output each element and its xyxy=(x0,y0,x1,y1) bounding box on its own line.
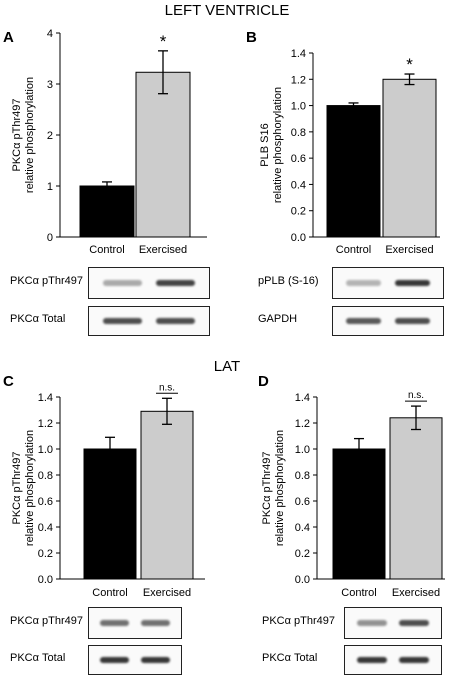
y-tick-label-a-0: 0 xyxy=(47,232,53,244)
y-tick-label-c-0: 0.0 xyxy=(38,574,53,586)
y-tick-label-c-6: 1.2 xyxy=(38,418,53,430)
y-tick-label-c-2: 0.4 xyxy=(38,522,53,534)
panel-letter-d: D xyxy=(258,373,269,390)
y-axis-label-b-0: PLB S16 xyxy=(259,123,271,166)
y-tick-label-d-5: 1.0 xyxy=(295,444,310,456)
y-axis-label-d-1: relative phosphorylation xyxy=(274,430,286,546)
category-label-a-0: Control xyxy=(89,244,124,256)
blot-strip-b-1 xyxy=(332,267,444,299)
category-label-b-0: Control xyxy=(336,244,371,256)
category-label-c-1: Exercised xyxy=(143,587,191,599)
blot-strip-c-1 xyxy=(88,607,182,639)
bar-c-exercised xyxy=(140,410,194,580)
category-label-d-1: Exercised xyxy=(392,587,440,599)
blot-label-b-phospho: pPLB (S-16) xyxy=(258,275,319,287)
blot-band xyxy=(103,318,142,324)
category-label-d-0: Control xyxy=(341,587,376,599)
blot-band xyxy=(103,280,142,286)
bar-d-control xyxy=(332,448,386,580)
blot-label-a-phospho: PKCα pThr497 xyxy=(10,275,84,287)
blot-strip-a-2 xyxy=(88,306,210,336)
y-tick-label-c-7: 1.4 xyxy=(38,392,53,404)
significance-label-d: n.s. xyxy=(408,390,424,401)
bar-c-control xyxy=(83,448,137,580)
blot-band xyxy=(356,657,388,663)
blot-band xyxy=(140,657,170,663)
y-axis-label-c-1: relative phosphorylation xyxy=(24,430,36,546)
y-tick-label-d-3: 0.6 xyxy=(295,496,310,508)
blot-band xyxy=(394,280,430,286)
blot-band xyxy=(140,620,170,626)
blot-band xyxy=(398,620,430,626)
blot-strip-d-1 xyxy=(344,607,442,639)
blot-band xyxy=(100,657,130,663)
bar-d-exercised xyxy=(389,417,443,580)
blot-band xyxy=(156,280,195,286)
category-label-a-1: Exercised xyxy=(139,244,187,256)
y-tick-label-d-1: 0.2 xyxy=(295,548,310,560)
y-tick-label-b-4: 0.8 xyxy=(291,127,306,139)
blot-strip-d-2 xyxy=(344,645,442,675)
y-tick-label-b-5: 1.0 xyxy=(291,101,306,113)
y-tick-label-b-2: 0.4 xyxy=(291,179,306,191)
blot-band xyxy=(100,620,130,626)
blot-strip-b-2 xyxy=(332,306,444,336)
blot-label-c-total: PKCα Total xyxy=(10,652,66,664)
y-tick-label-c-1: 0.2 xyxy=(38,548,53,560)
blot-band xyxy=(346,318,382,324)
section-title-lat: LAT xyxy=(213,358,241,375)
y-axis-label-c-0: PKCα pThr497 xyxy=(11,451,23,524)
panel-letter-b: B xyxy=(246,29,257,46)
blot-strip-c-2 xyxy=(88,645,182,675)
y-tick-label-c-3: 0.6 xyxy=(38,496,53,508)
y-tick-label-a-4: 4 xyxy=(47,28,53,40)
y-tick-label-b-3: 0.6 xyxy=(291,153,306,165)
y-tick-label-d-0: 0.0 xyxy=(295,574,310,586)
y-tick-label-b-0: 0.0 xyxy=(291,232,306,244)
blot-label-d-phospho: PKCα pThr497 xyxy=(262,615,336,627)
y-tick-label-a-1: 1 xyxy=(47,181,53,193)
panel-letter-c: C xyxy=(3,373,14,390)
y-tick-label-d-4: 0.8 xyxy=(295,470,310,482)
significance-label-a: * xyxy=(160,32,167,51)
y-tick-label-d-7: 1.4 xyxy=(295,392,310,404)
section-title-left-ventricle: LEFT VENTRICLE xyxy=(164,2,290,19)
y-tick-label-d-6: 1.2 xyxy=(295,418,310,430)
blot-band xyxy=(356,620,388,626)
y-tick-label-b-7: 1.4 xyxy=(291,48,306,60)
significance-label-b: * xyxy=(406,55,413,74)
blot-band xyxy=(156,318,195,324)
y-tick-label-c-4: 0.8 xyxy=(38,470,53,482)
bar-b-control xyxy=(326,105,381,238)
y-axis-label-a-0: PKCα pThr497 xyxy=(11,98,23,171)
category-label-c-0: Control xyxy=(92,587,127,599)
bar-a-exercised xyxy=(135,71,191,238)
blot-label-b-loading: GAPDH xyxy=(258,313,298,325)
y-tick-label-b-6: 1.2 xyxy=(291,74,306,86)
y-tick-label-a-3: 3 xyxy=(47,79,53,91)
y-axis-label-a-1: relative phosphorylation xyxy=(24,77,36,193)
blot-band xyxy=(398,657,430,663)
y-tick-label-d-2: 0.4 xyxy=(295,522,310,534)
bar-b-exercised xyxy=(382,78,437,238)
significance-label-c: n.s. xyxy=(159,382,175,393)
y-tick-label-c-5: 1.0 xyxy=(38,444,53,456)
bar-a-control xyxy=(79,185,135,238)
blot-label-d-total: PKCα Total xyxy=(262,652,318,664)
blot-strip-a-1 xyxy=(88,267,210,299)
blot-band xyxy=(394,318,430,324)
panel-letter-a: A xyxy=(3,29,14,46)
blot-label-a-total: PKCα Total xyxy=(10,313,66,325)
y-tick-label-a-2: 2 xyxy=(47,130,53,142)
blot-band xyxy=(346,280,382,286)
y-axis-label-d-0: PKCα pThr497 xyxy=(261,451,273,524)
category-label-b-1: Exercised xyxy=(385,244,433,256)
y-tick-label-b-1: 0.2 xyxy=(291,206,306,218)
y-axis-label-b-1: relative phosphorylation xyxy=(272,87,284,203)
blot-label-c-phospho: PKCα pThr497 xyxy=(10,615,84,627)
